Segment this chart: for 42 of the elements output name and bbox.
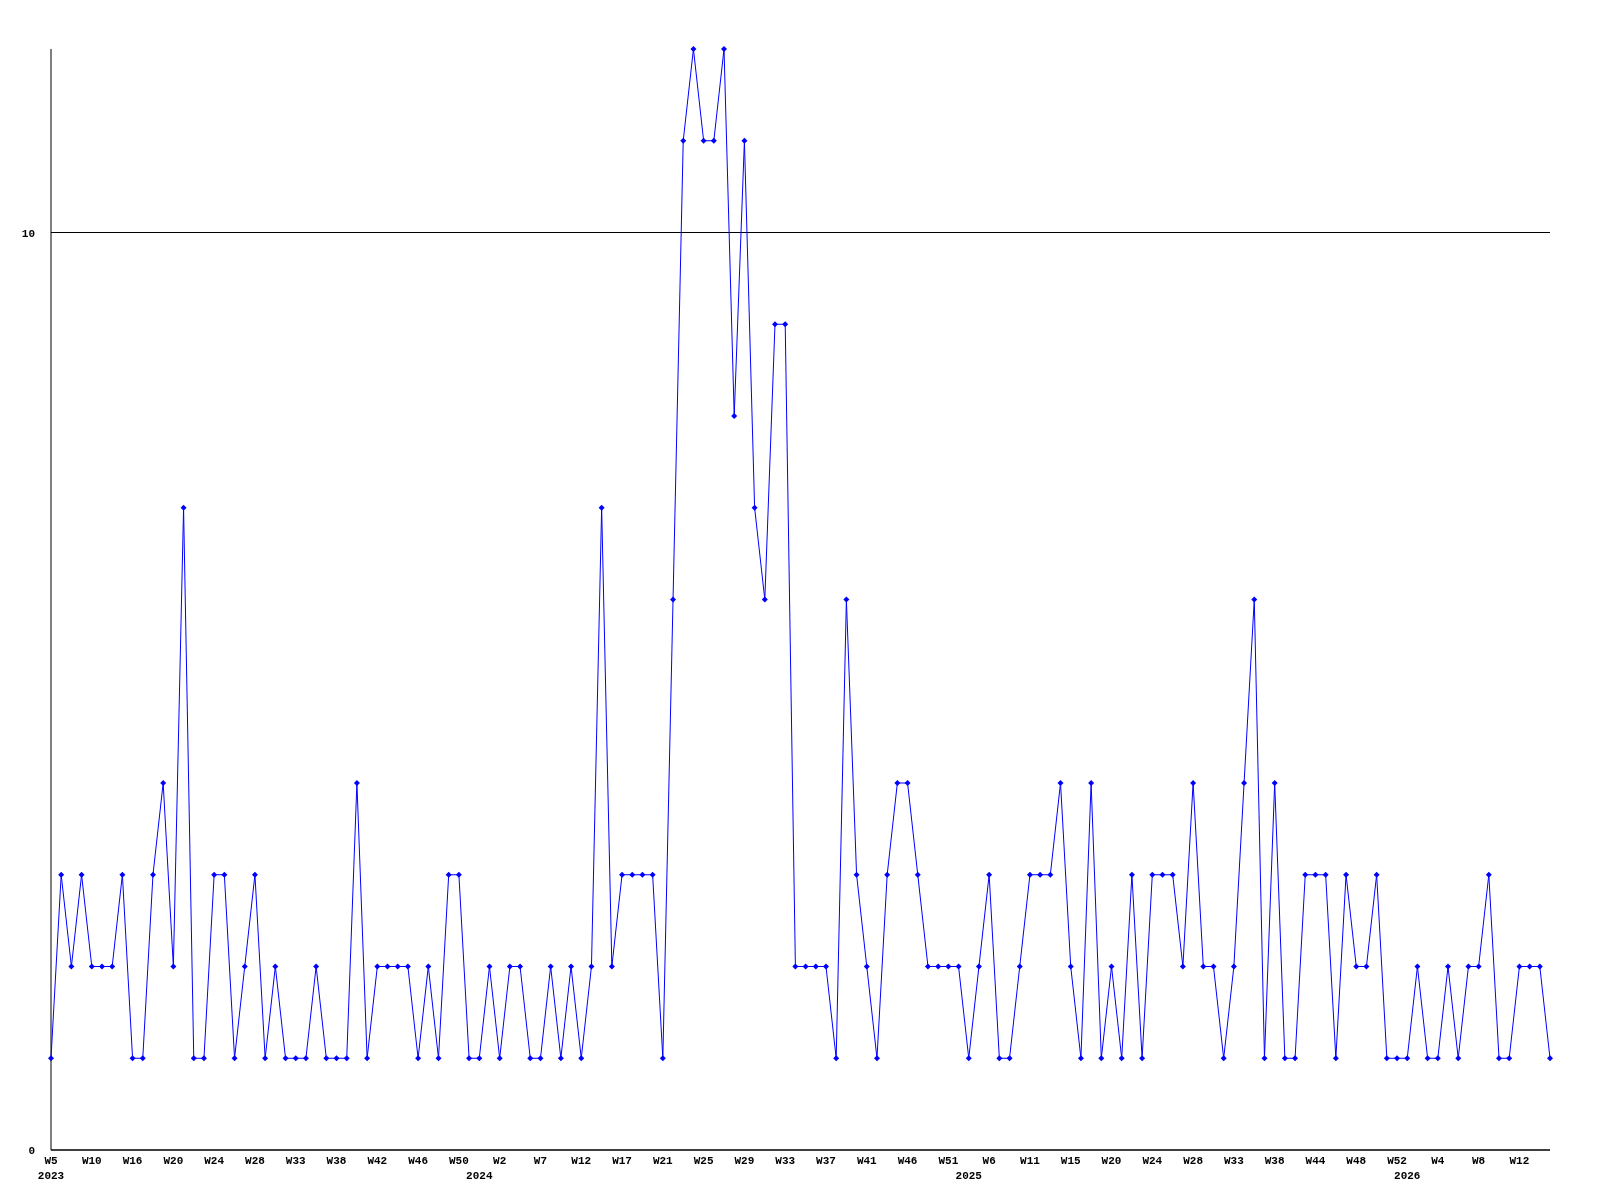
x-tick-label: W17 (612, 1155, 632, 1167)
x-tick-label: W12 (1509, 1155, 1530, 1167)
x-tick-label: W21 (652, 1155, 674, 1167)
x-tick-label: W33 (1223, 1155, 1245, 1167)
x-tick-label: W6 (982, 1155, 996, 1167)
x-tick-label: W16 (122, 1155, 143, 1167)
x-tick-label: 2026 (1394, 1170, 1421, 1182)
x-tick-label: W20 (1101, 1155, 1122, 1167)
x-tick-label: W15 (1060, 1155, 1082, 1167)
y-tick-label: 0 (28, 1145, 35, 1157)
x-tick-label: W28 (1183, 1155, 1204, 1167)
x-tick-label: W38 (326, 1155, 347, 1167)
x-tick-label: 2025 (955, 1170, 983, 1182)
x-tick-label: W29 (734, 1155, 755, 1167)
x-tick-label: W42 (367, 1155, 388, 1167)
x-tick-label: W46 (408, 1155, 429, 1167)
x-tick-label: W51 (938, 1155, 959, 1167)
x-tick-label: W50 (448, 1155, 469, 1167)
x-tick-label: W20 (163, 1155, 184, 1167)
x-tick-label: W24 (1142, 1155, 1163, 1167)
x-tick-label: W7 (533, 1155, 548, 1167)
x-tick-label: W52 (1387, 1155, 1407, 1167)
x-tick-label: W8 (1472, 1155, 1486, 1167)
x-tick-label: W37 (816, 1155, 836, 1167)
x-tick-label: W33 (775, 1155, 796, 1167)
x-tick-label: W10 (81, 1155, 102, 1167)
x-tick-label: W28 (245, 1155, 266, 1167)
x-tick-label: W12 (571, 1155, 592, 1167)
x-tick-label: W4 (1431, 1155, 1445, 1167)
x-tick-label: W5 2023 (37, 1155, 65, 1182)
x-tick-label: W24 (204, 1155, 225, 1167)
x-tick-label: W38 (1264, 1155, 1285, 1167)
y-tick-label: 10 (21, 227, 35, 240)
x-tick-label: W44 (1305, 1155, 1326, 1167)
x-tick-label: W11 (1020, 1155, 1041, 1167)
x-tick-label: W2 (493, 1155, 507, 1167)
x-tick-label: W41 (856, 1155, 878, 1167)
x-tick-label: W48 (1346, 1155, 1367, 1167)
x-tick-label: 2024 (466, 1170, 493, 1182)
x-tick-label: W33 (285, 1155, 307, 1167)
x-tick-label: W46 (897, 1155, 918, 1167)
x-tick-label: W25 (693, 1155, 714, 1167)
